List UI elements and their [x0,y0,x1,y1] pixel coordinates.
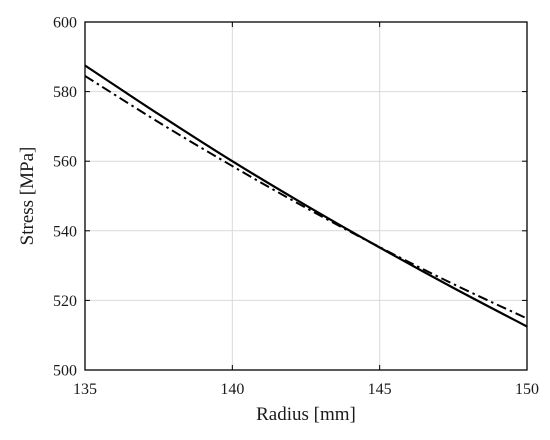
x-axis-title: Radius [mm] [256,404,356,425]
series-layer [84,64,528,328]
series-dashdot-line [84,75,528,320]
plot-frame [84,21,528,371]
y-tick-label: 540 [53,223,77,240]
tick-labels: 135 140 145 150 500 520 540 560 580 600 [53,15,539,399]
y-tick-label: 520 [53,293,77,310]
grid [84,21,528,371]
series-solid-line [84,64,528,328]
y-axis-title: Stress [MPa] [17,147,38,246]
y-tick-label: 580 [53,84,77,101]
y-tick-label: 560 [53,154,77,171]
x-tick-label: 135 [73,381,97,398]
y-tick-label: 600 [53,15,77,32]
axis-ticks [84,21,528,371]
x-tick-label: 140 [220,381,244,398]
y-tick-label: 500 [53,363,77,380]
x-tick-label: 150 [515,381,539,398]
x-tick-label: 145 [368,381,392,398]
